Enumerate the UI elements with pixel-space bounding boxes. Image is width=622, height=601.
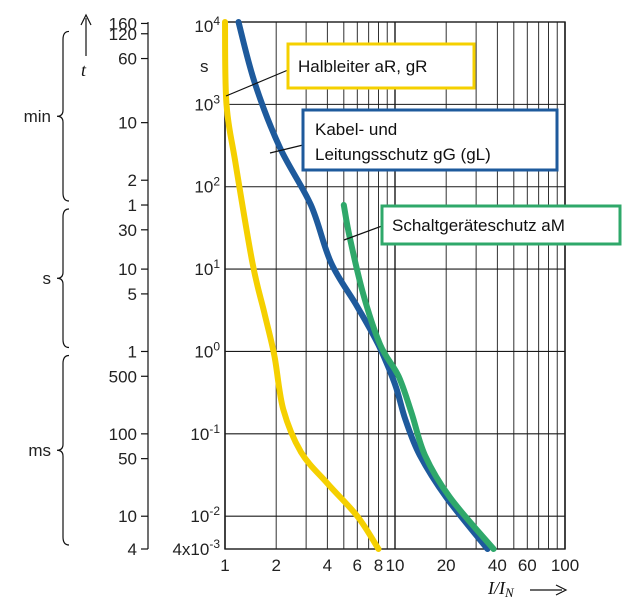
time-unit-label: s (43, 269, 52, 288)
time-scale-label: 30 (118, 221, 137, 240)
time-scale-label: 1 (128, 342, 137, 361)
x-tick-labels: 1 2 4 6 8 10 20 40 60 100 (220, 556, 579, 575)
callout-text: Halbleiter aR, gR (298, 57, 427, 76)
y-axis-label: t (81, 60, 87, 80)
y-tick-labels: 104 103 102 101 100 10-1 10-2 4x10-3 (172, 14, 220, 559)
callout-kabel-leitungsschutz: Kabel- und Leitungsschutz gG (gL) (269, 108, 559, 172)
time-scale-label: 160 (109, 14, 137, 33)
y-unit-label: s (200, 57, 209, 76)
x-tick-label: 100 (551, 556, 579, 575)
y-tick-label: 101 (194, 257, 220, 279)
x-tick-label: 6 (353, 556, 362, 575)
callout-layer: Halbleiter aR, gR Kabel- und Leitungsschut… (225, 42, 622, 246)
callout-text: Leitungsschutz gG (gL) (315, 145, 491, 164)
time-unit-label: ms (28, 441, 51, 460)
time-scale-label: 2 (128, 171, 137, 190)
x-tick-label: 1 (220, 556, 229, 575)
callout-text: Kabel- und (315, 120, 397, 139)
time-unit-label: min (24, 107, 51, 126)
series-line-kabel-leitungsschutz (235, 19, 491, 552)
x-tick-label: 2 (271, 556, 280, 575)
y-tick-label: 102 (194, 175, 220, 197)
time-scale-label: 5 (128, 285, 137, 304)
y-tick-label: 104 (194, 14, 220, 36)
x-tick-label: 8 (374, 556, 383, 575)
time-scale-label: 100 (109, 425, 137, 444)
callout-leader-line (225, 69, 289, 97)
x-tick-label: 60 (518, 556, 537, 575)
brace-min (56, 30, 70, 202)
callout-leader-line (343, 225, 383, 241)
plot-frame (224, 21, 566, 550)
time-scale-label: 10 (118, 260, 137, 279)
x-tick-label: 10 (386, 556, 405, 575)
x-tick-label: 40 (488, 556, 507, 575)
time-arrow-icon (80, 13, 92, 26)
chart-grid (224, 21, 566, 550)
time-scale-label: 60 (118, 50, 137, 69)
y-tick-label: 10-1 (190, 422, 220, 444)
time-scale-label: 500 (109, 367, 137, 386)
time-scale-label: 10 (118, 507, 137, 526)
y-tick-label: 103 (194, 92, 220, 114)
x-axis-arrow-icon (555, 584, 568, 596)
time-scale-label: 50 (118, 450, 137, 469)
time-scale-label: 4 (128, 540, 137, 559)
callout-box (301, 108, 559, 172)
time-scale-label: 10 (118, 114, 137, 133)
callout-schaltgeraeteschutz: Schaltgeräteschutz aM (343, 204, 622, 246)
callout-box (286, 42, 476, 90)
callout-box (380, 204, 622, 246)
x-axis-label: I/IN (487, 578, 515, 600)
time-scale-label: 1 (128, 196, 137, 215)
series-layer (222, 19, 497, 552)
callout-text: Schaltgeräteschutz aM (392, 216, 565, 235)
y-tick-label: 4x10-3 (172, 537, 220, 559)
y-tick-label: 100 (194, 339, 220, 361)
series-line-halbleiter (222, 19, 382, 552)
brace-ms (56, 354, 70, 546)
x-tick-label: 20 (437, 556, 456, 575)
x-axis-title: I/IN (487, 578, 568, 600)
y-tick-label: 10-2 (190, 504, 220, 526)
x-tick-label: 4 (323, 556, 332, 575)
callout-halbleiter: Halbleiter aR, gR (225, 42, 476, 97)
series-line-schaltgeraeteschutz (340, 202, 497, 552)
callout-leader-line (269, 144, 304, 154)
time-scale-label: 120 (109, 25, 137, 44)
brace-s (56, 208, 70, 349)
